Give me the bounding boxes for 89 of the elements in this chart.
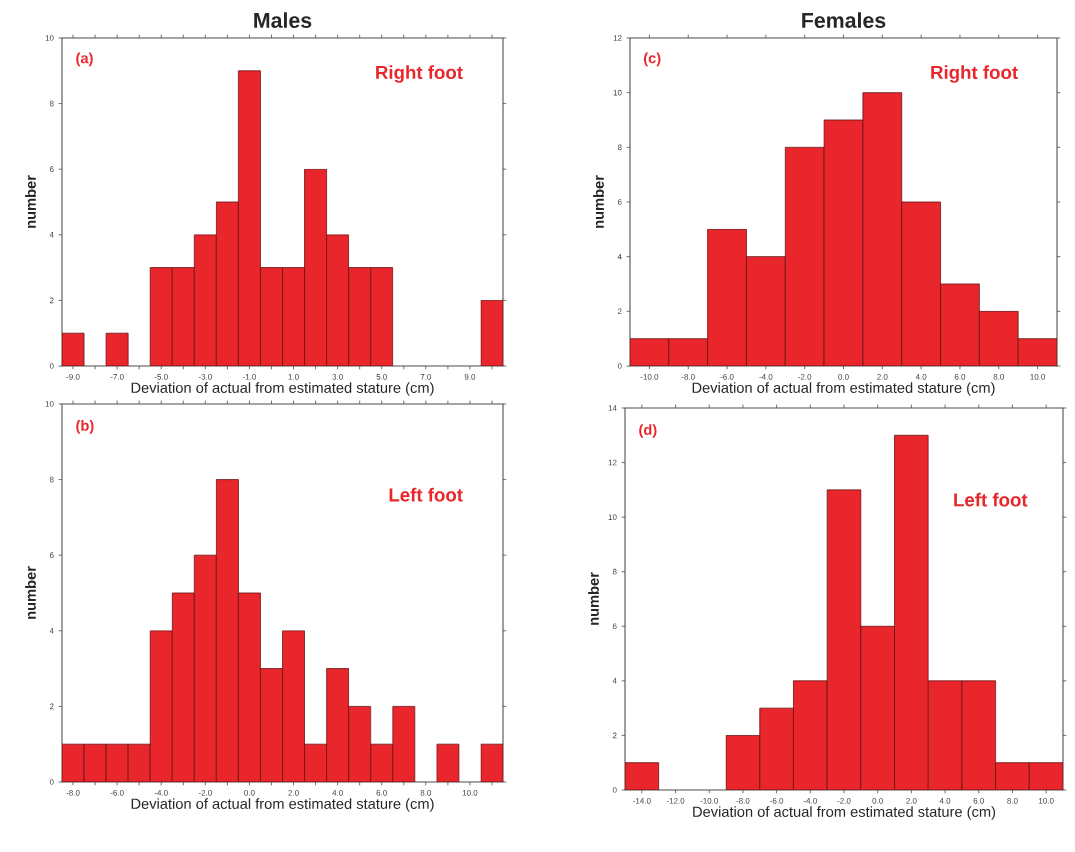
x-tick-label: 7.0	[420, 374, 432, 380]
x-tick-label: -8.0	[66, 790, 80, 796]
y-tick-label: 4	[612, 678, 617, 684]
x-tick-label: -6.0	[770, 798, 784, 804]
annotation: Left foot	[954, 492, 1028, 507]
y-tick-label: 6	[612, 623, 617, 630]
annotation: (b)	[76, 420, 94, 434]
y-tick-label: 2	[612, 732, 617, 739]
x-tick-label: 6.0	[973, 798, 985, 804]
y-tick-label: 4	[49, 232, 54, 238]
x-tick-label: -6.0	[720, 374, 734, 380]
x-tick-label: 0.0	[244, 790, 255, 796]
x-tick-label: -2.0	[837, 798, 851, 804]
chart-title: Females	[802, 12, 886, 28]
x-tick-label: 10.0	[1030, 374, 1046, 380]
x-tick-label: 6.0	[376, 790, 387, 796]
x-tick-label: -10.0	[700, 798, 719, 804]
x-tick-label: 6.0	[954, 374, 966, 380]
x-tick-label: 8.0	[1007, 798, 1018, 804]
y-tick-label: 10	[45, 401, 54, 407]
x-tick-label: -3.0	[198, 374, 212, 380]
x-tick-label: -4.0	[803, 798, 817, 804]
annotation: (c)	[643, 52, 661, 67]
x-tick-label: 5.0	[376, 374, 387, 380]
x-tick-label: -8.0	[736, 798, 750, 804]
x-tick-label: 0.0	[872, 798, 883, 804]
y-tick-label: 2	[49, 297, 54, 304]
x-tick-label: 2.0	[906, 798, 917, 804]
y-axis-title: number	[25, 566, 36, 619]
annotation: Left foot	[389, 487, 463, 502]
y-tick-label: 12	[608, 459, 617, 466]
y-tick-label: 8	[49, 476, 54, 483]
y-tick-label: 8	[612, 568, 617, 575]
x-tick-label: -12.0	[666, 798, 685, 804]
x-tick-label: 10.0	[1038, 798, 1054, 804]
x-tick-label: -9.0	[66, 374, 80, 380]
x-axis-title: Deviation of actual from estimated stature (cm)	[693, 806, 996, 820]
y-tick-label: 12	[613, 35, 622, 41]
x-tick-label: 0.0	[838, 374, 849, 380]
y-tick-label: 2	[49, 703, 54, 710]
x-tick-label: -2.0	[798, 374, 812, 380]
x-tick-label: 1.0	[288, 374, 299, 380]
y-tick-label: 0	[49, 363, 54, 369]
x-tick-label: -4.0	[759, 374, 773, 380]
x-tick-label: 8.0	[420, 790, 432, 796]
x-tick-label: -8.0	[681, 374, 695, 380]
y-tick-label: 6	[617, 199, 622, 205]
x-tick-label: 9.0	[464, 374, 476, 380]
y-tick-label: 8	[617, 144, 622, 151]
y-tick-label: 6	[49, 166, 54, 173]
x-tick-label: -2.0	[198, 790, 212, 796]
x-tick-label: 10.0	[462, 790, 478, 796]
y-axis-title: number	[593, 175, 604, 228]
y-axis-title: number	[25, 175, 36, 228]
x-tick-label: -4.0	[154, 790, 168, 796]
x-axis-title: Deviation of actual from estimated stature (cm)	[131, 798, 434, 812]
x-tick-label: 4.0	[915, 374, 927, 380]
y-tick-label: 0	[49, 779, 54, 785]
annotation: (a)	[76, 52, 93, 67]
y-tick-label: 10	[608, 514, 617, 520]
x-tick-label: -6.0	[110, 790, 124, 796]
x-tick-label: 3.0	[332, 374, 343, 380]
y-tick-label: 0	[617, 363, 622, 369]
annotation: Right foot	[931, 65, 1018, 83]
chart-title: Males	[254, 12, 312, 28]
x-axis-title: Deviation of actual from estimated stature (cm)	[692, 382, 995, 396]
x-tick-label: -7.0	[110, 374, 124, 380]
x-tick-label: -1.0	[242, 374, 257, 380]
y-tick-label: 6	[49, 552, 54, 559]
x-tick-label: -10.0	[640, 374, 659, 380]
y-tick-label: 10	[613, 89, 622, 96]
x-tick-label: 8.0	[993, 374, 1005, 380]
y-tick-label: 14	[608, 405, 617, 411]
y-tick-label: 8	[49, 100, 54, 107]
x-axis-title: Deviation of actual from estimated stature (cm)	[131, 382, 434, 396]
y-tick-label: 4	[617, 253, 622, 260]
annotation: Right foot	[376, 65, 463, 83]
x-tick-label: 4.0	[332, 790, 343, 796]
x-tick-label: -5.0	[154, 374, 168, 380]
x-tick-label: 2.0	[877, 374, 888, 380]
x-tick-label: 2.0	[288, 790, 299, 796]
annotation: (d)	[639, 424, 657, 438]
x-tick-label: -14.0	[633, 798, 651, 804]
y-axis-title: number	[588, 572, 599, 625]
y-tick-label: 4	[49, 628, 54, 634]
y-tick-label: 0	[612, 787, 617, 793]
y-tick-label: 10	[45, 35, 54, 41]
x-tick-label: 4.0	[939, 798, 951, 804]
y-tick-label: 2	[617, 308, 622, 315]
